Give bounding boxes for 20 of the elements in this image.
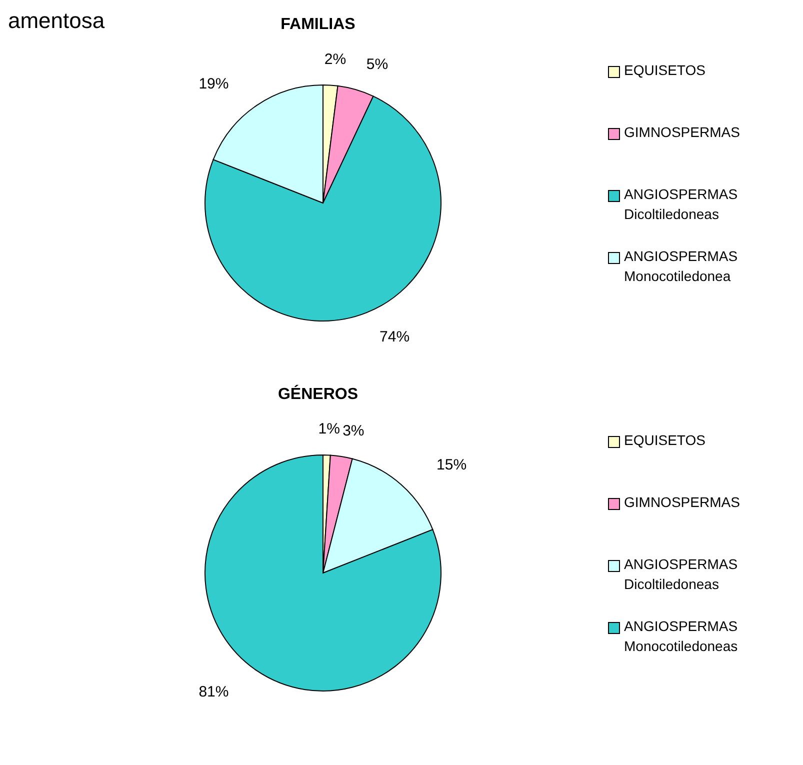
legend-label: EQUISETOS: [624, 61, 706, 80]
chart-title: GÉNEROS: [276, 386, 359, 404]
pie-slice: [322, 458, 434, 574]
text: amentosa: [8, 8, 105, 34]
chart-title: FAMILIAS: [280, 16, 356, 33]
legend-label: ANGIOSPERMAS Dicoltiledoneas: [624, 555, 738, 594]
legend-label: ANGIOSPERMAS Monocotiledonea: [624, 247, 738, 286]
legend-label: ANGIOSPERMAS Dicoltiledoneas: [624, 185, 738, 224]
data-label: 3%: [342, 422, 364, 440]
data-label: 81%: [198, 684, 229, 701]
data-label: 5%: [366, 56, 388, 74]
legend-label: GIMNOSPERMAS: [624, 493, 740, 512]
data-label: 1%: [318, 420, 340, 438]
legend-label: ANGIOSPERMAS Monocotiledoneas: [624, 617, 738, 656]
data-label: 15%: [436, 456, 467, 474]
data-label: 19%: [198, 75, 229, 92]
data-label: 2%: [324, 50, 346, 68]
legend-label: GIMNOSPERMAS: [624, 123, 740, 142]
data-label: 74%: [380, 328, 410, 346]
legend-label: EQUISETOS: [624, 431, 706, 450]
